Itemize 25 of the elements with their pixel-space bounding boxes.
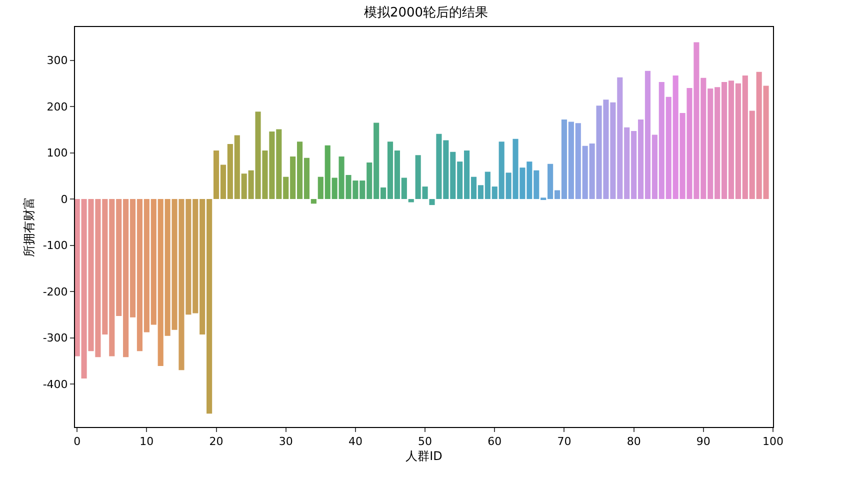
y-tick-label: 300 — [46, 54, 68, 68]
y-tick-label: -400 — [42, 378, 68, 391]
y-axis-title: 所拥有财富 — [22, 197, 36, 257]
y-tick-label: 100 — [46, 146, 68, 160]
y-tick-label: -200 — [42, 285, 68, 298]
bar — [408, 199, 414, 202]
x-tick-label: 40 — [348, 435, 362, 448]
bar — [310, 199, 316, 204]
x-tick-label: 0 — [74, 435, 81, 448]
x-tick-label: 60 — [488, 435, 502, 448]
x-tick-label: 80 — [626, 435, 641, 448]
y-tick-label: -100 — [42, 239, 68, 252]
x-tick-label: 10 — [140, 435, 154, 448]
x-tick-label: 20 — [209, 435, 224, 448]
x-tick-label: 70 — [557, 435, 572, 448]
bar — [429, 199, 435, 206]
y-tick-label: 0 — [60, 192, 68, 206]
x-tick-label: 50 — [418, 435, 432, 448]
y-tick-label: 200 — [46, 100, 68, 114]
y-tick-label: -300 — [42, 332, 68, 345]
x-tick-label: 30 — [278, 435, 293, 448]
chart-title: 模拟2000轮后的结果 — [364, 5, 488, 20]
x-tick-label: 90 — [696, 435, 710, 448]
x-tick-label: 100 — [762, 435, 784, 448]
x-axis-title: 人群ID — [406, 449, 442, 464]
